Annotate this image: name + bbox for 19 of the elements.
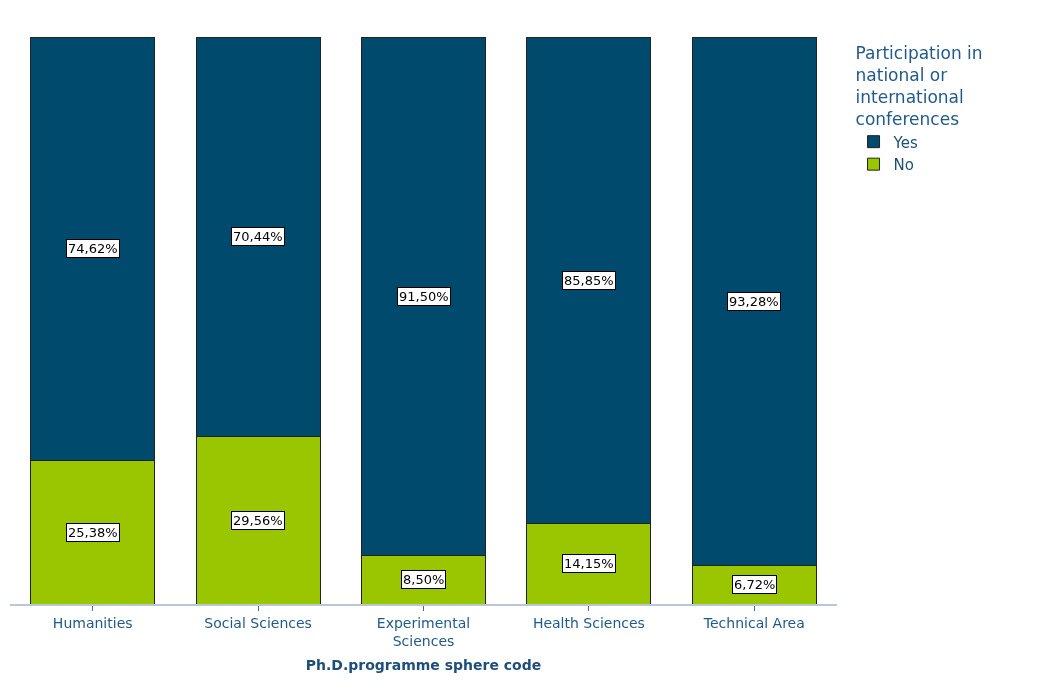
data-label: 93,28% <box>729 294 779 309</box>
data-label: 70,44% <box>233 229 283 244</box>
legend-title: Participation in national or international conferences <box>855 43 983 130</box>
x-tick-label: Experimental Sciences <box>376 614 471 649</box>
data-label: 91,50% <box>399 289 449 304</box>
data-label: 85,85% <box>564 273 614 288</box>
x-tick-label: Humanities <box>52 614 133 631</box>
x-tick-label: Social Sciences <box>204 614 312 631</box>
data-label: 8,50% <box>403 572 445 587</box>
x-axis-title: Ph.D.programme sphere code <box>305 656 542 673</box>
data-label: 25,38% <box>68 525 118 540</box>
legend-label: No <box>893 156 914 174</box>
data-label: 14,15% <box>564 556 614 571</box>
legend-label: Yes <box>892 133 918 152</box>
data-label: 29,56% <box>233 513 283 528</box>
data-label: 74,62% <box>68 241 118 256</box>
data-label: 6,72% <box>734 577 776 592</box>
x-tick-label: Health Sciences <box>532 614 645 631</box>
x-tick-label: Technical Area <box>702 614 805 631</box>
